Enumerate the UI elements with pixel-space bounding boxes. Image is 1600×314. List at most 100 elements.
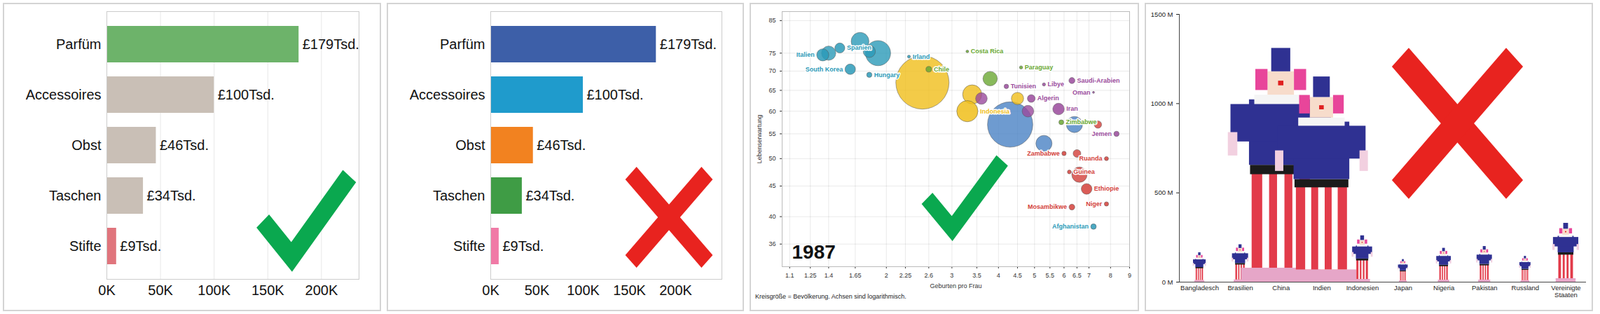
svg-text:Iran: Iran [1066,105,1079,113]
svg-text:Brasilien: Brasilien [1227,283,1253,292]
svg-text:Spanien: Spanien [846,44,872,52]
svg-text:Niger: Niger [1085,200,1103,208]
svg-text:Indien: Indien [1312,283,1331,292]
svg-text:Iran: Iran [1066,105,1079,113]
svg-text:Libye: Libye [1047,80,1065,88]
svg-text:Irland: Irland [912,53,931,61]
svg-text:70: 70 [768,67,776,75]
svg-text:8: 8 [1108,271,1113,279]
svg-text:Lebenserwartung: Lebenserwartung [755,114,763,164]
svg-text:Geburten pro Frau: Geburten pro Frau [929,282,982,290]
svg-text:Hungary: Hungary [874,71,901,79]
svg-text:Jemen: Jemen [1092,130,1113,138]
svg-text:Zimbabwe: Zimbabwe [1066,118,1098,126]
svg-text:150K: 150K [251,282,285,298]
svg-text:Costa Rica: Costa Rica [970,47,1005,55]
svg-text:Zambabwe: Zambabwe [1026,149,1060,157]
svg-text:Zambabwe: Zambabwe [1026,149,1060,157]
svg-text:£100Tsd.: £100Tsd. [587,86,644,103]
svg-text:Niger: Niger [1085,200,1103,208]
svg-text:Chile: Chile [933,65,950,73]
svg-text:1.25: 1.25 [804,271,817,279]
svg-text:Ruanda: Ruanda [1079,154,1104,162]
svg-text:1987: 1987 [792,240,836,263]
svg-text:Guinea: Guinea [1073,168,1096,176]
svg-text:Libye: Libye [1047,80,1065,88]
svg-text:Hungary: Hungary [874,71,901,79]
svg-text:Italien: Italien [796,51,815,59]
svg-text:Japan: Japan [1394,283,1413,292]
svg-text:£179Tsd.: £179Tsd. [302,36,360,52]
svg-text:China: China [1272,283,1291,292]
svg-text:0K: 0K [481,282,500,298]
svg-text:Indonesia: Indonesia [980,107,1011,115]
svg-text:0K: 0K [98,282,116,298]
svg-text:Paraguay: Paraguay [1024,63,1054,71]
svg-text:2.6: 2.6 [924,271,934,279]
svg-text:Costa Rica: Costa Rica [970,47,1005,55]
svg-text:0 M: 0 M [1162,278,1174,286]
svg-text:Algerin: Algerin [1037,94,1060,102]
svg-text:Jemen: Jemen [1092,130,1113,138]
svg-text:Stifte: Stifte [69,238,102,254]
svg-text:South Korea: South Korea [805,65,844,73]
svg-text:Ruanda: Ruanda [1079,154,1104,162]
svg-text:£46Tsd.: £46Tsd. [159,137,209,153]
svg-text:Tunisien: Tunisien [1010,82,1037,90]
svg-text:50K: 50K [524,282,550,298]
svg-text:Obst: Obst [455,137,486,153]
svg-text:3.5: 3.5 [972,271,982,279]
svg-text:Indonesien: Indonesien [1346,283,1379,292]
svg-text:Chile: Chile [933,65,950,73]
svg-text:55: 55 [768,130,776,138]
svg-text:Afghanistan: Afghanistan [1052,222,1089,230]
svg-text:200K: 200K [659,282,693,298]
svg-text:Parfüm: Parfüm [56,36,101,52]
svg-text:5: 5 [1032,271,1037,279]
svg-text:75: 75 [768,49,776,57]
svg-text:Nigeria: Nigeria [1433,283,1455,292]
svg-text:£9Tsd.: £9Tsd. [119,238,162,254]
svg-text:Mosambikwe: Mosambikwe [1027,203,1067,211]
svg-text:Algerin: Algerin [1037,94,1060,102]
svg-text:2.25: 2.25 [899,271,913,279]
svg-text:7: 7 [1087,271,1091,279]
svg-text:60: 60 [768,107,776,115]
svg-text:Pakistan: Pakistan [1471,283,1498,292]
svg-text:Saudi-Arabien: Saudi-Arabien [1076,77,1120,85]
svg-text:Accessoires: Accessoires [25,86,102,103]
svg-text:4.5: 4.5 [1012,271,1023,279]
svg-text:Ethiopie: Ethiopie [1094,184,1120,192]
svg-text:£34Tsd.: £34Tsd. [525,187,575,204]
svg-text:500 M: 500 M [1154,188,1173,197]
svg-text:Obst: Obst [71,137,102,153]
svg-text:£34Tsd.: £34Tsd. [147,187,197,204]
svg-text:36: 36 [768,240,776,248]
svg-text:Zimbabwe: Zimbabwe [1066,118,1098,126]
svg-text:£100Tsd.: £100Tsd. [217,86,275,103]
svg-text:Afghanistan: Afghanistan [1052,222,1089,230]
svg-text:Saudi-Arabien: Saudi-Arabien [1076,77,1120,85]
svg-text:£46Tsd.: £46Tsd. [536,137,586,153]
svg-text:1000 M: 1000 M [1150,99,1174,108]
svg-text:1.1: 1.1 [785,271,795,279]
svg-text:£179Tsd.: £179Tsd. [659,36,717,52]
svg-text:100K: 100K [566,282,600,298]
svg-text:Ethiopie: Ethiopie [1094,184,1120,192]
svg-text:Mosambikwe: Mosambikwe [1027,203,1067,211]
svg-text:40: 40 [768,212,776,220]
svg-text:Paraguay: Paraguay [1024,63,1054,71]
svg-text:VereinigteStaaten: VereinigteStaaten [1550,283,1581,299]
svg-text:150K: 150K [612,282,646,298]
svg-text:50K: 50K [147,282,174,298]
svg-text:Accessoires: Accessoires [409,86,486,103]
svg-text:Italien: Italien [796,51,815,59]
svg-text:1.4: 1.4 [824,271,834,279]
svg-text:65: 65 [768,86,776,94]
svg-text:4: 4 [996,271,1001,279]
svg-text:45: 45 [768,182,776,190]
svg-text:Oman: Oman [1072,88,1091,96]
svg-text:Spanien: Spanien [846,44,872,52]
svg-text:6.5: 6.5 [1072,271,1082,279]
svg-text:Taschen: Taschen [49,187,102,204]
